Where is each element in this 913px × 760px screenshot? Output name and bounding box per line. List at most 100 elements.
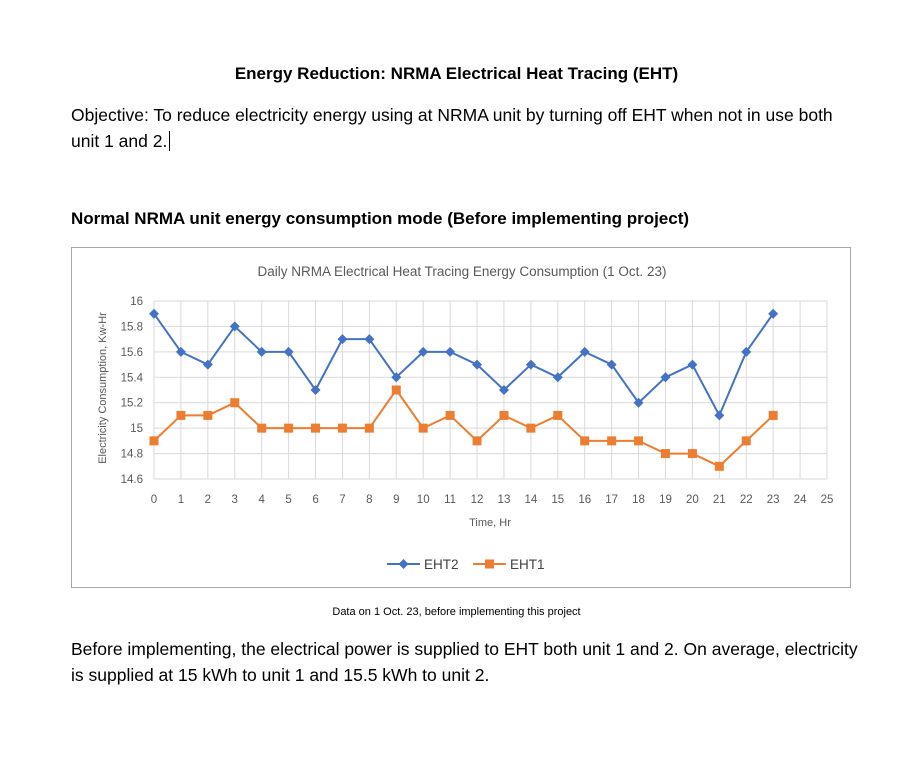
- section-heading: Normal NRMA unit energy consumption mode…: [71, 209, 690, 228]
- data-point-eht1[interactable]: [284, 423, 294, 433]
- legend-label-eht1: EHT1: [510, 557, 545, 572]
- data-point-eht2[interactable]: [337, 334, 348, 345]
- chart-legend: EHT2 EHT1: [387, 557, 545, 572]
- x-tick-label: 8: [366, 494, 372, 506]
- data-point-eht1[interactable]: [337, 423, 347, 433]
- x-tick-label: 4: [258, 494, 265, 506]
- data-point-eht2[interactable]: [256, 346, 267, 357]
- data-point-eht2[interactable]: [714, 410, 725, 421]
- x-tick-label: 24: [794, 494, 807, 506]
- data-point-eht1[interactable]: [257, 423, 267, 433]
- data-point-eht2[interactable]: [175, 346, 186, 357]
- chart-container[interactable]: 14.6 14.8 15 15.2 15.4 15.6 15.8 16 0 1 2 3 4 5 6 7 8 9 10…: [71, 247, 851, 588]
- y-tick-label: 14.6: [121, 474, 143, 486]
- data-point-eht2[interactable]: [149, 308, 159, 319]
- legend-marker-eht2: [398, 559, 409, 569]
- document-title: Energy Reduction: NRMA Electrical Heat T…: [234, 64, 679, 83]
- text-cursor: [169, 131, 171, 151]
- data-point-eht2[interactable]: [391, 372, 402, 383]
- y-axis-title: Electricity Consumption, Kw-Hr: [97, 312, 109, 464]
- y-tick-label: 15.6: [121, 347, 143, 359]
- data-point-eht1[interactable]: [203, 410, 213, 420]
- x-tick-label: 7: [339, 494, 345, 506]
- data-point-eht1[interactable]: [176, 410, 186, 420]
- y-tick-label: 15.8: [121, 321, 143, 333]
- x-tick-label: 21: [713, 494, 726, 506]
- data-point-eht1[interactable]: [149, 436, 159, 446]
- data-point-eht1[interactable]: [687, 449, 697, 459]
- data-point-eht1[interactable]: [418, 423, 428, 433]
- series-line-eht2: [153, 313, 774, 417]
- data-point-eht2[interactable]: [525, 359, 536, 370]
- data-point-eht2[interactable]: [579, 346, 590, 357]
- x-axis-title: Time, Hr: [469, 517, 511, 529]
- data-point-eht1[interactable]: [364, 423, 374, 433]
- data-point-eht1[interactable]: [768, 410, 778, 420]
- data-point-eht1[interactable]: [741, 436, 751, 446]
- objective-paragraph[interactable]: Objective: To reduce electricity energy …: [71, 102, 861, 154]
- chart-title: Daily NRMA Electrical Heat Tracing Energ…: [258, 264, 667, 279]
- x-tick-label: 9: [393, 494, 399, 506]
- x-tick-label: 19: [659, 494, 672, 506]
- data-point-eht1[interactable]: [445, 410, 455, 420]
- data-point-eht2[interactable]: [445, 346, 456, 357]
- data-point-eht1[interactable]: [472, 436, 482, 446]
- data-point-eht1[interactable]: [553, 410, 563, 420]
- data-point-eht2[interactable]: [418, 346, 429, 357]
- x-tick-label: 15: [551, 494, 564, 506]
- x-tick-label: 3: [232, 494, 238, 506]
- y-tick-label: 14.8: [121, 449, 143, 461]
- data-point-eht2[interactable]: [310, 385, 321, 395]
- x-tick-label: 25: [821, 494, 834, 506]
- data-point-eht1[interactable]: [634, 436, 644, 446]
- x-tick-label: 11: [444, 494, 456, 506]
- data-point-eht2[interactable]: [552, 372, 563, 383]
- data-point-eht1[interactable]: [391, 385, 401, 395]
- legend-label-eht2: EHT2: [424, 557, 459, 572]
- data-point-eht2[interactable]: [202, 359, 213, 370]
- y-tick-label: 15.2: [121, 398, 143, 410]
- data-point-eht2[interactable]: [364, 334, 375, 345]
- data-point-eht1[interactable]: [230, 398, 240, 408]
- data-point-eht2[interactable]: [741, 346, 752, 357]
- data-point-eht2[interactable]: [472, 359, 483, 370]
- x-tick-label: 0: [151, 494, 157, 506]
- data-point-eht1[interactable]: [580, 436, 590, 446]
- data-point-eht1[interactable]: [499, 410, 509, 420]
- data-point-eht2[interactable]: [687, 359, 698, 370]
- data-point-eht1[interactable]: [714, 461, 724, 471]
- data-point-eht1[interactable]: [526, 423, 536, 433]
- data-point-eht2[interactable]: [768, 308, 779, 319]
- data-point-eht2[interactable]: [633, 397, 644, 408]
- x-tick-label: 20: [686, 494, 699, 506]
- data-point-eht1[interactable]: [607, 436, 617, 446]
- y-tick-label: 16: [130, 296, 143, 308]
- legend-marker-eht1: [485, 559, 494, 569]
- y-tick-label: 15.4: [121, 372, 144, 384]
- x-tick-label: 17: [605, 494, 618, 506]
- data-point-eht2[interactable]: [229, 321, 240, 332]
- x-tick-label: 22: [740, 494, 753, 506]
- data-point-eht2[interactable]: [283, 346, 294, 357]
- x-tick-label: 16: [578, 494, 591, 506]
- x-tick-label: 6: [312, 494, 318, 506]
- x-tick-label: 10: [417, 494, 430, 506]
- x-tick-label: 1: [178, 494, 184, 506]
- x-tick-label: 18: [632, 494, 645, 506]
- data-point-eht2[interactable]: [498, 385, 509, 395]
- conclusion-paragraph: Before implementing, the electrical powe…: [71, 639, 858, 685]
- chart-grid: [153, 300, 828, 480]
- x-tick-label: 14: [524, 494, 537, 506]
- data-point-eht2[interactable]: [660, 372, 671, 383]
- y-tick-label: 15: [130, 423, 143, 435]
- data-point-eht1[interactable]: [311, 423, 321, 433]
- data-point-eht2[interactable]: [606, 359, 617, 370]
- data-point-eht1[interactable]: [660, 449, 670, 459]
- x-tick-label: 23: [767, 494, 780, 506]
- x-tick-label: 2: [205, 494, 211, 506]
- chart-caption: Data on 1 Oct. 23, before implementing t…: [332, 606, 581, 618]
- objective-text: Objective: To reduce electricity energy …: [71, 105, 833, 151]
- x-tick-label: 12: [471, 494, 484, 506]
